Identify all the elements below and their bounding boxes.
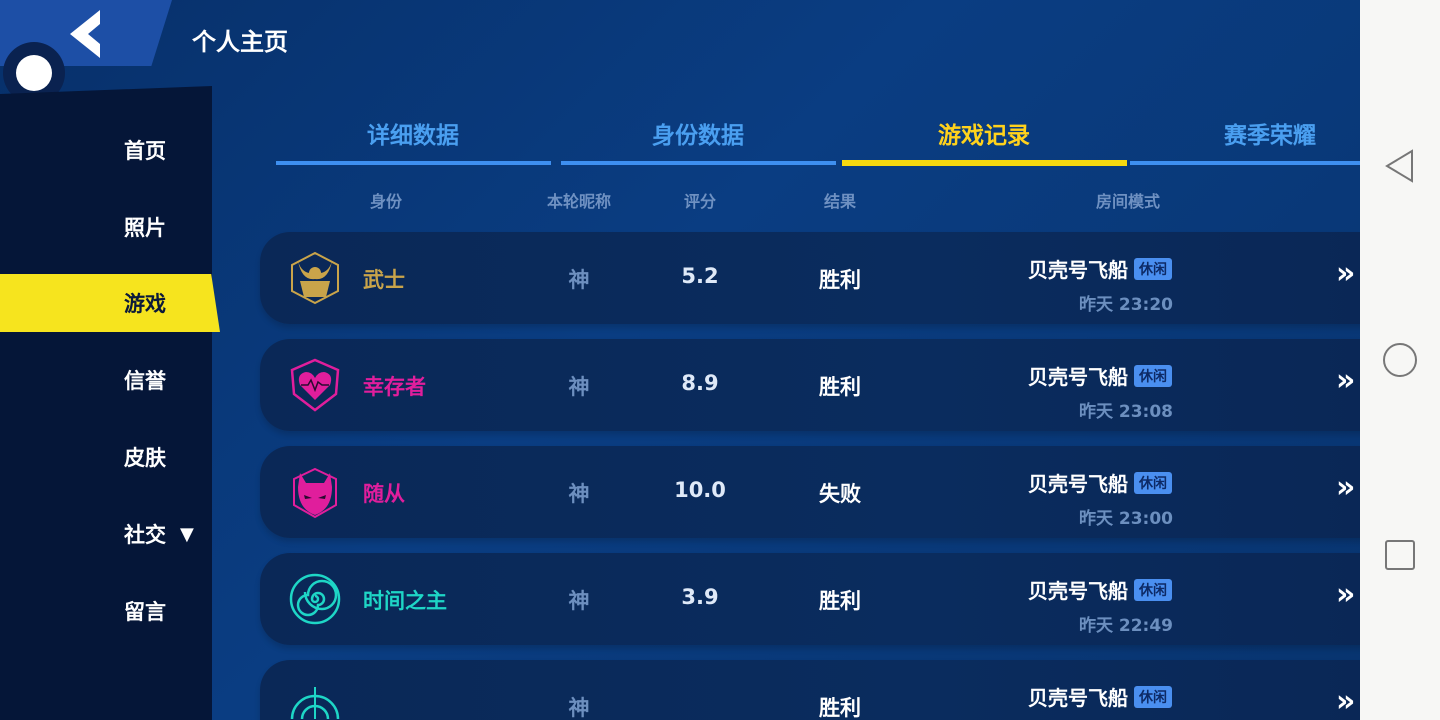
sidebar-item-label: 信誉	[124, 369, 166, 393]
column-header-nickname: 本轮昵称	[546, 192, 612, 211]
demon-mask-icon	[293, 467, 337, 519]
result: 胜利	[819, 268, 861, 292]
sidebar	[0, 86, 212, 720]
room-name: 贝壳号飞船	[1028, 686, 1128, 710]
mode-tag: 休闲	[1134, 578, 1172, 601]
home-circle-icon[interactable]	[1382, 342, 1418, 378]
back-icon[interactable]	[66, 8, 106, 60]
room-name: 贝壳号飞船	[1028, 258, 1128, 282]
tab-identity-data[interactable]: 身份数据	[652, 123, 744, 149]
score: 3.9	[681, 585, 719, 609]
sidebar-item-label: 游戏	[124, 292, 166, 316]
page-title: 个人主页	[192, 28, 288, 56]
sidebar-item-home[interactable]: 首页	[0, 122, 220, 178]
tab-detail-data[interactable]: 详细数据	[367, 123, 459, 149]
timestamp: 昨天 22:49	[1078, 616, 1174, 636]
sidebar-item-label: 首页	[124, 139, 166, 163]
timestamp: 昨天 23:00	[1078, 509, 1174, 529]
tab-season-honors[interactable]: 赛季荣耀	[1224, 123, 1316, 149]
double-chevron-right-icon[interactable]: »	[1336, 577, 1356, 612]
sidebar-item-label: 皮肤	[124, 446, 166, 470]
sidebar-item-label: 留言	[124, 600, 166, 624]
nickname: 神	[568, 268, 590, 292]
column-header-score: 评分	[683, 192, 717, 211]
tab-underline-active	[842, 160, 1127, 166]
radar-icon	[290, 687, 340, 720]
room-name: 贝壳号飞船	[1028, 579, 1128, 603]
sidebar-item-reputation[interactable]: 信誉	[0, 352, 220, 408]
heart-shield-icon	[290, 358, 340, 412]
role-name: 时间之主	[363, 589, 447, 613]
column-header-room-mode: 房间模式	[1095, 192, 1161, 211]
nickname: 神	[568, 589, 590, 613]
nickname: 神	[568, 696, 590, 720]
mode-tag: 休闲	[1134, 364, 1172, 387]
column-header-role: 身份	[369, 192, 403, 211]
app: 个人主页 首页 照片 游戏 信誉 皮肤 社交 ▼ 留言 详细数据 身份数据 游戏记…	[0, 0, 1360, 720]
game-record-row[interactable]: 时间之主 神 3.9 胜利 贝壳号飞船 休闲 昨天 22:49 »	[260, 553, 1360, 645]
caret-down-icon: ▼	[180, 523, 194, 545]
system-nav-bar	[1360, 0, 1440, 720]
double-chevron-right-icon[interactable]: »	[1336, 684, 1356, 719]
result: 胜利	[819, 696, 861, 720]
timestamp: 昨天 23:08	[1078, 402, 1174, 422]
score: 5.2	[681, 264, 719, 288]
avatar-image	[16, 55, 52, 91]
spiral-icon	[289, 573, 341, 625]
tab-underline	[561, 161, 836, 165]
result: 胜利	[819, 589, 861, 613]
sidebar-item-photos[interactable]: 照片	[0, 199, 220, 255]
room-mode: 贝壳号飞船 休闲	[1028, 575, 1172, 604]
room-mode: 贝壳号飞船 休闲	[1028, 468, 1172, 497]
role-name: 幸存者	[363, 375, 426, 399]
tab-game-records[interactable]: 游戏记录	[938, 123, 1030, 149]
score: 10.0	[674, 478, 726, 502]
samurai-helmet-icon	[291, 251, 339, 305]
sidebar-item-label: 照片	[124, 216, 166, 240]
sidebar-item-social[interactable]: 社交 ▼	[0, 506, 220, 562]
sidebar-item-skins[interactable]: 皮肤	[0, 429, 220, 485]
timestamp: 昨天 23:20	[1078, 295, 1174, 315]
room-mode: 贝壳号飞船 休闲	[1028, 361, 1172, 390]
sidebar-item-label: 社交	[124, 523, 166, 547]
recent-square-icon[interactable]	[1382, 537, 1418, 573]
nickname: 神	[568, 375, 590, 399]
mode-tag: 休闲	[1134, 685, 1172, 708]
sidebar-item-messages[interactable]: 留言	[0, 583, 220, 639]
room-name: 贝壳号飞船	[1028, 472, 1128, 496]
game-record-row[interactable]: 武士 神 5.2 胜利 贝壳号飞船 休闲 昨天 23:20 »	[260, 232, 1360, 324]
double-chevron-right-icon[interactable]: »	[1336, 256, 1356, 291]
room-mode: 贝壳号飞船 休闲	[1028, 682, 1172, 711]
tab-underline	[1130, 161, 1360, 165]
game-record-row[interactable]: 神 胜利 贝壳号飞船 休闲 »	[260, 660, 1360, 720]
game-record-row[interactable]: 随从 神 10.0 失败 贝壳号飞船 休闲 昨天 23:00 »	[260, 446, 1360, 538]
double-chevron-right-icon[interactable]: »	[1336, 470, 1356, 505]
mode-tag: 休闲	[1134, 257, 1172, 280]
role-name: 武士	[363, 268, 405, 292]
result: 失败	[819, 482, 861, 506]
game-record-row[interactable]: 幸存者 神 8.9 胜利 贝壳号飞船 休闲 昨天 23:08 »	[260, 339, 1360, 431]
mode-tag: 休闲	[1134, 471, 1172, 494]
role-name: 随从	[363, 482, 405, 506]
score: 8.9	[681, 371, 719, 395]
double-chevron-right-icon[interactable]: »	[1336, 363, 1356, 398]
back-triangle-icon[interactable]	[1382, 148, 1418, 184]
nickname: 神	[568, 482, 590, 506]
room-name: 贝壳号飞船	[1028, 365, 1128, 389]
sidebar-item-games[interactable]: 游戏	[0, 274, 220, 332]
result: 胜利	[819, 375, 861, 399]
tab-underline	[276, 161, 551, 165]
room-mode: 贝壳号飞船 休闲	[1028, 254, 1172, 283]
column-header-result: 结果	[823, 192, 857, 211]
